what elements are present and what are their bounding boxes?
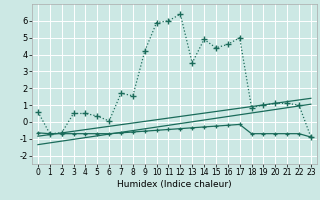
X-axis label: Humidex (Indice chaleur): Humidex (Indice chaleur) [117, 180, 232, 189]
